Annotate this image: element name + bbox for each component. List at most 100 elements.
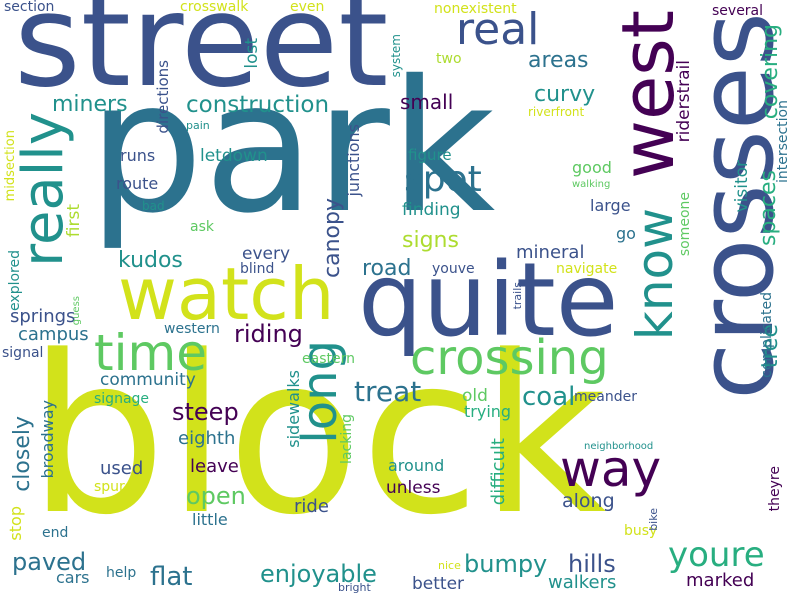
word: first bbox=[64, 204, 84, 238]
word: lacking bbox=[339, 414, 355, 464]
word: steep bbox=[172, 398, 239, 426]
word: directions bbox=[154, 60, 172, 134]
word: springs bbox=[10, 306, 76, 327]
word: letdown bbox=[200, 146, 268, 166]
word: trails bbox=[511, 282, 524, 310]
word: navigate bbox=[556, 261, 618, 277]
word: cars bbox=[56, 568, 90, 587]
word: closely bbox=[10, 416, 35, 492]
word: real bbox=[456, 4, 540, 55]
word: small bbox=[400, 90, 454, 114]
word: figure bbox=[408, 146, 452, 164]
word: midsection bbox=[3, 130, 18, 202]
word: mineral bbox=[516, 242, 585, 263]
word: explored bbox=[7, 250, 23, 311]
word: around bbox=[388, 456, 445, 475]
word: way bbox=[560, 440, 662, 498]
word: little bbox=[192, 510, 228, 529]
word: crosswalk bbox=[180, 0, 249, 15]
word: signs bbox=[402, 228, 459, 253]
word: ask bbox=[190, 219, 214, 235]
word: watch bbox=[118, 252, 335, 336]
word: walking bbox=[572, 179, 611, 190]
word: block bbox=[28, 310, 607, 563]
word: riderstrail bbox=[674, 60, 694, 143]
word: time bbox=[94, 324, 207, 382]
word: eastern bbox=[302, 351, 355, 367]
word: road bbox=[362, 256, 412, 281]
word: runs bbox=[120, 146, 156, 165]
word: eighth bbox=[178, 428, 236, 449]
word: youre bbox=[668, 535, 765, 575]
word: go bbox=[616, 224, 636, 243]
word: visitor bbox=[732, 160, 752, 213]
word: kudos bbox=[118, 248, 183, 273]
word: know bbox=[626, 208, 684, 341]
word: youve bbox=[432, 261, 475, 277]
word: street bbox=[14, 0, 389, 116]
word: enjoyable bbox=[260, 560, 377, 588]
word: canopy bbox=[320, 198, 345, 278]
word: riverfront bbox=[528, 105, 585, 119]
word: used bbox=[100, 458, 144, 479]
word: areas bbox=[528, 48, 589, 73]
word: someone bbox=[677, 192, 693, 257]
word: route bbox=[116, 174, 159, 193]
word: finding bbox=[402, 200, 461, 220]
word: bike bbox=[647, 508, 660, 531]
word: spot bbox=[404, 159, 482, 200]
word: bad bbox=[142, 199, 165, 213]
word: good bbox=[572, 158, 612, 177]
word: trying bbox=[464, 402, 512, 421]
word: bright bbox=[338, 581, 371, 594]
word: western bbox=[164, 321, 220, 337]
word: flat bbox=[150, 562, 193, 592]
word: section bbox=[4, 0, 55, 15]
word: every bbox=[242, 244, 291, 264]
word: system bbox=[389, 34, 403, 78]
word: park bbox=[88, 41, 496, 253]
word: two bbox=[436, 51, 462, 67]
word: lost bbox=[242, 38, 262, 69]
word: quite bbox=[358, 241, 619, 360]
word: nice bbox=[438, 559, 461, 572]
word: marked bbox=[686, 570, 755, 591]
word: hills bbox=[568, 550, 616, 578]
word: along bbox=[562, 490, 615, 512]
word: unless bbox=[386, 478, 441, 498]
word: complicated bbox=[759, 292, 775, 378]
word: curvy bbox=[534, 82, 596, 107]
word: even bbox=[290, 0, 325, 15]
word: end bbox=[42, 525, 69, 541]
word: blind bbox=[240, 261, 275, 277]
word: walkers bbox=[548, 572, 617, 593]
word: better bbox=[412, 574, 465, 594]
word: miners bbox=[52, 92, 128, 117]
word: broadway bbox=[38, 400, 57, 479]
word: leave bbox=[190, 456, 239, 477]
word: riding bbox=[234, 320, 303, 348]
word: treat bbox=[354, 375, 422, 408]
word: ride bbox=[294, 496, 329, 517]
word: sidewalks bbox=[284, 370, 303, 448]
word: campus bbox=[18, 324, 89, 345]
word: pain bbox=[186, 119, 210, 132]
word: intersection bbox=[775, 100, 791, 184]
word: nonexistent bbox=[434, 1, 517, 17]
word: paved bbox=[12, 548, 87, 576]
word: busy bbox=[624, 523, 658, 539]
word: community bbox=[100, 370, 196, 390]
word: help bbox=[106, 565, 137, 581]
word: construction bbox=[186, 92, 330, 118]
word: open bbox=[186, 482, 246, 510]
word: signal bbox=[2, 345, 44, 361]
word: old bbox=[462, 386, 488, 406]
word: theyre bbox=[767, 466, 783, 512]
word: bumpy bbox=[464, 550, 548, 578]
word: meander bbox=[574, 389, 637, 405]
word: neighborhood bbox=[584, 441, 654, 452]
word: spurs bbox=[94, 479, 133, 495]
word: crossing bbox=[410, 330, 609, 386]
word: large bbox=[590, 196, 631, 215]
